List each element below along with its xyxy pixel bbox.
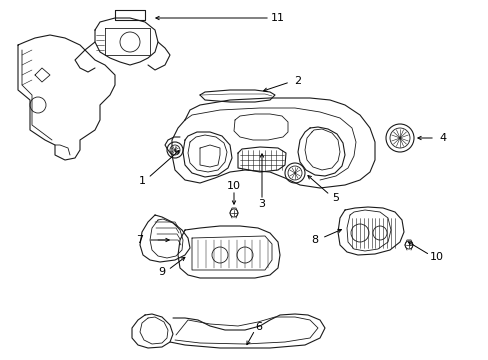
Text: 2: 2 (293, 76, 301, 86)
Text: 1: 1 (138, 176, 145, 186)
Text: 3: 3 (258, 199, 265, 209)
Text: 11: 11 (270, 13, 285, 23)
Text: 10: 10 (226, 181, 241, 191)
Text: 4: 4 (439, 133, 446, 143)
Text: 9: 9 (158, 267, 165, 278)
Text: 5: 5 (332, 193, 339, 203)
Text: 7: 7 (136, 235, 143, 245)
Text: 10: 10 (429, 252, 443, 262)
Text: 8: 8 (310, 235, 318, 244)
Text: 6: 6 (255, 321, 262, 332)
